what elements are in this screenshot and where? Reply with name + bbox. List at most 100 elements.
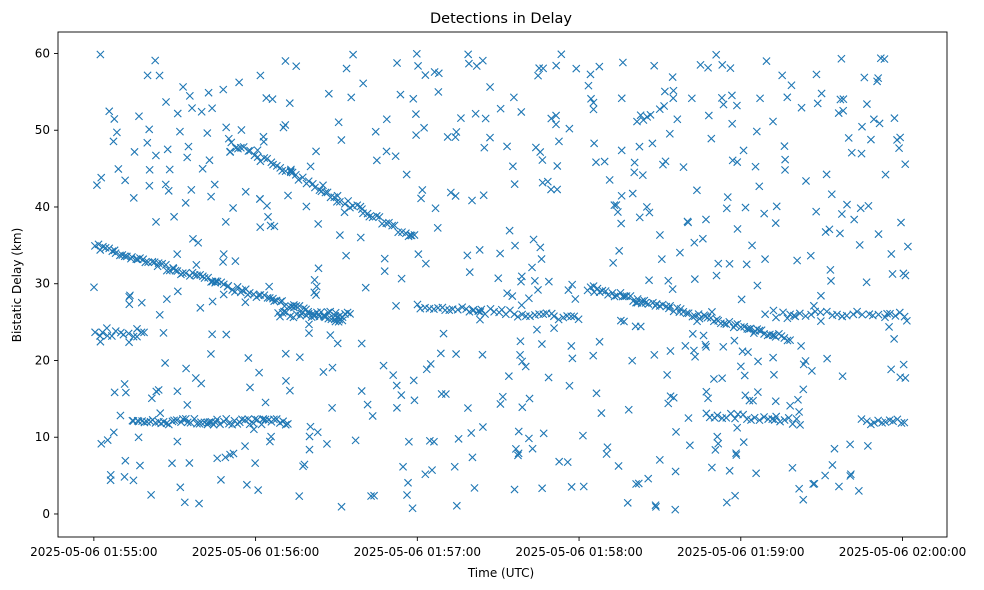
data-point-marker bbox=[655, 105, 664, 114]
data-point-marker bbox=[617, 94, 626, 103]
data-point-marker bbox=[439, 329, 448, 338]
data-point-marker bbox=[334, 118, 343, 127]
data-point-marker bbox=[615, 246, 624, 255]
data-point-marker bbox=[816, 291, 825, 300]
data-point-marker bbox=[229, 203, 238, 212]
data-point-marker bbox=[895, 144, 904, 153]
data-point-marker bbox=[289, 303, 298, 312]
data-point-marker bbox=[486, 133, 495, 142]
data-point-marker bbox=[538, 156, 547, 165]
data-point-marker bbox=[380, 254, 389, 263]
x-tick-label: 2025-05-06 02:00:00 bbox=[839, 545, 966, 559]
data-point-marker bbox=[140, 328, 149, 337]
data-point-marker bbox=[712, 50, 721, 59]
data-point-marker bbox=[679, 163, 688, 172]
data-point-marker bbox=[617, 191, 626, 200]
data-point-marker bbox=[668, 285, 677, 294]
data-point-marker bbox=[733, 224, 742, 233]
data-point-marker bbox=[292, 62, 301, 71]
data-point-marker bbox=[262, 94, 271, 103]
data-point-marker bbox=[120, 472, 129, 481]
data-point-marker bbox=[471, 109, 480, 118]
data-point-marker bbox=[125, 300, 134, 309]
data-point-marker bbox=[446, 188, 455, 197]
data-point-marker bbox=[857, 415, 866, 424]
data-point-marker bbox=[799, 360, 808, 369]
data-point-marker bbox=[899, 360, 908, 369]
data-point-marker bbox=[314, 264, 323, 273]
data-point-marker bbox=[183, 400, 192, 409]
data-point-marker bbox=[834, 109, 843, 118]
data-point-marker bbox=[783, 314, 792, 323]
data-point-marker bbox=[533, 285, 542, 294]
data-point-marker bbox=[742, 260, 751, 269]
data-point-marker bbox=[412, 49, 421, 58]
data-point-marker bbox=[604, 290, 613, 299]
data-point-marker bbox=[792, 414, 801, 423]
data-point-marker bbox=[503, 289, 512, 298]
data-point-marker bbox=[124, 329, 133, 338]
data-point-marker bbox=[237, 415, 246, 424]
y-tick-label: 0 bbox=[42, 507, 50, 521]
data-point-marker bbox=[707, 134, 716, 143]
data-point-marker bbox=[891, 311, 900, 320]
data-point-marker bbox=[451, 191, 460, 200]
data-point-marker bbox=[181, 269, 190, 278]
data-point-marker bbox=[494, 274, 503, 283]
data-point-marker bbox=[426, 359, 435, 368]
data-point-marker bbox=[655, 455, 664, 464]
data-point-marker bbox=[413, 300, 422, 309]
data-point-marker bbox=[630, 158, 639, 167]
data-point-marker bbox=[743, 324, 752, 333]
data-point-marker bbox=[97, 439, 106, 448]
data-point-marker bbox=[616, 288, 625, 297]
data-point-marker bbox=[862, 417, 871, 426]
data-point-marker bbox=[145, 125, 154, 134]
data-point-marker bbox=[103, 436, 112, 445]
data-point-marker bbox=[771, 397, 780, 406]
data-point-marker bbox=[135, 461, 144, 470]
data-point-marker bbox=[726, 64, 735, 73]
data-point-marker bbox=[116, 411, 125, 420]
data-point-marker bbox=[822, 170, 831, 179]
data-point-marker bbox=[463, 251, 472, 260]
data-point-marker bbox=[732, 449, 741, 458]
data-point-marker bbox=[657, 255, 666, 264]
data-point-marker bbox=[258, 415, 267, 424]
data-point-marker bbox=[628, 189, 637, 198]
data-point-marker bbox=[693, 317, 702, 326]
data-point-marker bbox=[623, 498, 632, 507]
data-point-marker bbox=[781, 165, 790, 174]
data-point-marker bbox=[335, 197, 344, 206]
data-point-marker bbox=[118, 251, 127, 260]
data-point-marker bbox=[828, 460, 837, 469]
data-point-marker bbox=[418, 185, 427, 194]
data-point-marker bbox=[812, 70, 821, 79]
data-point-marker bbox=[257, 420, 266, 429]
data-point-marker bbox=[897, 419, 906, 428]
data-point-marker bbox=[552, 111, 561, 120]
data-point-marker bbox=[722, 498, 731, 507]
data-point-marker bbox=[698, 234, 707, 243]
data-point-marker bbox=[538, 178, 547, 187]
data-point-marker bbox=[296, 311, 305, 320]
data-point-marker bbox=[578, 431, 587, 440]
data-point-marker bbox=[454, 434, 463, 443]
data-point-marker bbox=[382, 147, 391, 156]
data-point-marker bbox=[295, 353, 304, 362]
data-point-marker bbox=[275, 312, 284, 321]
data-point-marker bbox=[292, 301, 301, 310]
data-point-marker bbox=[699, 331, 708, 340]
data-point-marker bbox=[425, 436, 434, 445]
data-point-marker bbox=[570, 312, 579, 321]
data-point-marker bbox=[213, 454, 222, 463]
data-point-marker bbox=[632, 479, 641, 488]
data-point-marker bbox=[450, 462, 459, 471]
data-point-marker bbox=[737, 295, 746, 304]
data-point-marker bbox=[752, 469, 761, 478]
data-point-marker bbox=[843, 200, 851, 209]
data-point-marker bbox=[203, 418, 212, 427]
data-point-marker bbox=[750, 413, 759, 422]
data-point-marker bbox=[155, 71, 164, 80]
